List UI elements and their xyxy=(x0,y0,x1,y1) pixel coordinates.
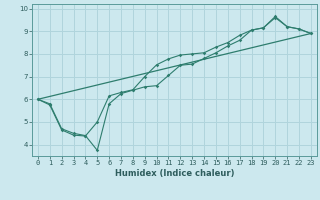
X-axis label: Humidex (Indice chaleur): Humidex (Indice chaleur) xyxy=(115,169,234,178)
